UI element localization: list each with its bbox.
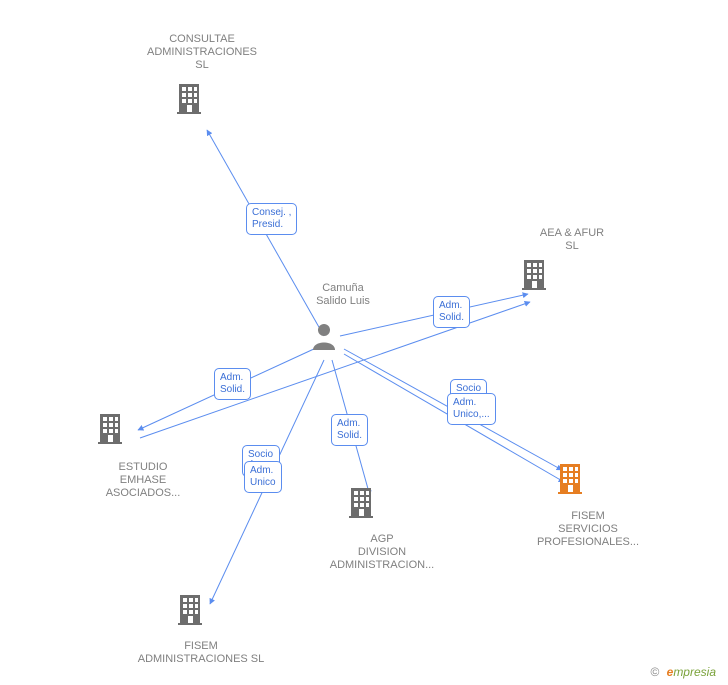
edge-label[interactable]: Adm. Unico,... bbox=[447, 393, 496, 425]
edge-label[interactable]: Adm. Solid. bbox=[331, 414, 368, 446]
building-label: CONSULTAE ADMINISTRACIONES SL bbox=[137, 33, 267, 73]
building-label: ESTUDIO EMHASE ASOCIADOS... bbox=[78, 461, 208, 501]
building-label: AEA & AFUR SL bbox=[507, 227, 637, 253]
building-icon[interactable] bbox=[520, 258, 548, 290]
building-label: FISEM ADMINISTRACIONES SL bbox=[136, 640, 266, 666]
person-label: Camuña Salido Luis bbox=[298, 282, 388, 308]
person-icon[interactable] bbox=[311, 322, 337, 350]
building-icon[interactable] bbox=[176, 593, 204, 625]
building-icon[interactable] bbox=[175, 82, 203, 114]
edge-label[interactable]: Adm. Solid. bbox=[433, 296, 470, 328]
footer: © empresia bbox=[650, 665, 716, 679]
building-label: FISEM SERVICIOS PROFESIONALES... bbox=[523, 510, 653, 550]
diagram-canvas bbox=[0, 0, 728, 685]
building-icon[interactable] bbox=[347, 486, 375, 518]
brand-rest: mpresia bbox=[673, 665, 716, 679]
building-label: AGP DIVISION ADMINISTRACION... bbox=[317, 533, 447, 573]
copyright-symbol: © bbox=[650, 665, 659, 679]
building-icon[interactable] bbox=[556, 462, 584, 494]
building-icon[interactable] bbox=[96, 412, 124, 444]
edge-label[interactable]: Adm. Solid. bbox=[214, 368, 251, 400]
edge-label[interactable]: Consej. , Presid. bbox=[246, 203, 297, 235]
edge-label[interactable]: Adm. Unico bbox=[244, 461, 282, 493]
